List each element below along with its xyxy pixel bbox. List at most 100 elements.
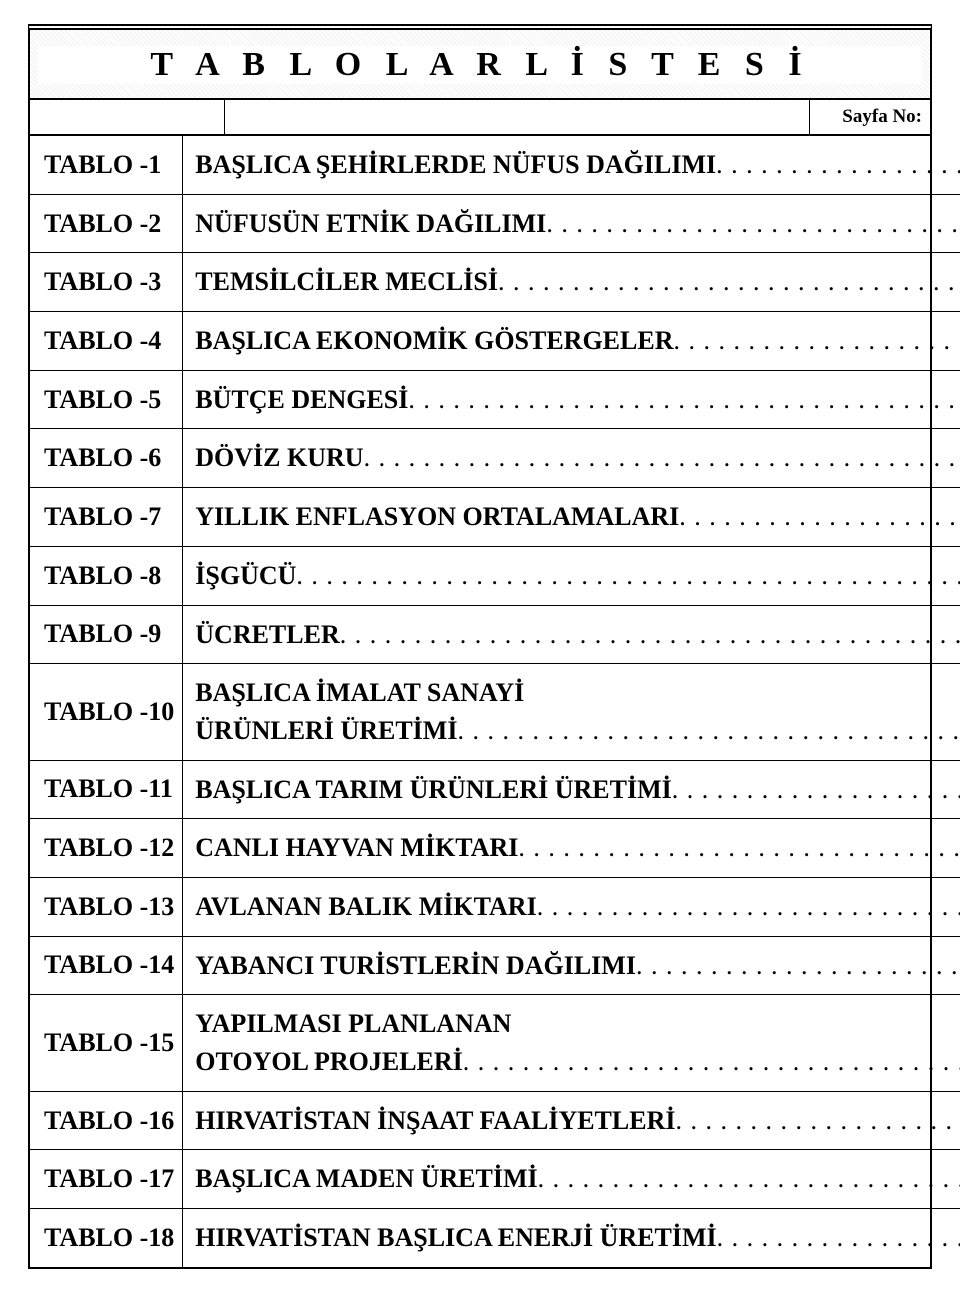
row-description: BAŞLICA İMALAT SANAYİÜRÜNLERİ ÜRETİMİ — [183, 664, 960, 760]
row-description-text: OTOYOL PROJELERİ — [195, 1043, 463, 1081]
row-id: TABLO -15 — [30, 995, 183, 1091]
leader-dots — [296, 557, 960, 595]
leader-dots — [546, 205, 960, 243]
row-id: TABLO -17 — [30, 1150, 183, 1209]
row-description-text: ÜRÜNLERİ ÜRETİMİ — [195, 712, 457, 750]
table-row: TABLO -14YABANCI TURİSTLERİN DAĞILIMI34 — [30, 936, 960, 995]
list-table: TABLO -1BAŞLICA ŞEHİRLERDE NÜFUS DAĞILIM… — [30, 136, 960, 1267]
leader-dots — [636, 947, 960, 985]
row-description: BÜTÇE DENGESİ — [183, 370, 960, 429]
row-description: BAŞLICA ŞEHİRLERDE NÜFUS DAĞILIMI — [183, 136, 960, 194]
table-row: TABLO -15YAPILMASI PLANLANANOTOYOL PROJE… — [30, 995, 960, 1091]
leader-dots — [457, 712, 960, 750]
title-row: T A B L O L A R L İ S T E S İ — [30, 30, 930, 100]
table-row: TABLO -9ÜCRETLER21 — [30, 605, 960, 664]
row-id: TABLO -8 — [30, 546, 183, 605]
table-row: TABLO -16 HIRVATİSTAN İNŞAAT FAALİYETLERİ… — [30, 1091, 960, 1150]
header-row: Sayfa No: — [30, 100, 930, 136]
row-description-text: BAŞLICA İMALAT SANAYİ — [195, 674, 524, 712]
row-description: CANLI HAYVAN MİKTARI — [183, 819, 960, 878]
row-description-text: YAPILMASI PLANLANAN — [195, 1005, 511, 1043]
header-id-cell — [30, 100, 225, 134]
row-description: BAŞLICA EKONOMİK GÖSTERGELER — [183, 312, 960, 371]
row-description-text: HIRVATİSTAN BAŞLICA ENERJİ ÜRETİMİ — [195, 1219, 716, 1257]
row-id: TABLO -5 — [30, 370, 183, 429]
row-description-text: NÜFUSÜN ETNİK DAĞILIMI — [195, 205, 546, 243]
table-row: TABLO -6DÖVİZ KURU18 — [30, 429, 960, 488]
leader-dots — [675, 1102, 960, 1140]
row-description-text: BAŞLICA TARIM ÜRÜNLERİ ÜRETİMİ — [195, 771, 672, 809]
row-id: TABLO -16 — [30, 1091, 183, 1150]
row-id: TABLO -7 — [30, 488, 183, 547]
row-description: AVLANAN BALIK MİKTARI — [183, 877, 960, 936]
row-id: TABLO -9 — [30, 605, 183, 664]
row-description-text: TEMSİLCİLER MECLİSİ — [195, 263, 498, 301]
leader-dots — [537, 888, 960, 926]
table-row: TABLO -13AVLANAN BALIK MİKTARI32 — [30, 877, 960, 936]
leader-dots — [674, 322, 960, 360]
row-description-text: YABANCI TURİSTLERİN DAĞILIMI — [195, 947, 636, 985]
row-description-text: DÖVİZ KURU — [195, 439, 363, 477]
row-description: HIRVATİSTAN BAŞLICA ENERJİ ÜRETİMİ — [183, 1209, 960, 1267]
row-id: TABLO -11 — [30, 760, 183, 819]
leader-dots — [498, 263, 960, 301]
table-row: TABLO -17BAŞLICA MADEN ÜRETİMİ39 — [30, 1150, 960, 1209]
leader-dots — [717, 1219, 960, 1257]
table-row: TABLO -4BAŞLICA EKONOMİK GÖSTERGELER14 — [30, 312, 960, 371]
row-description-text: BÜTÇE DENGESİ — [195, 381, 408, 419]
row-description: TEMSİLCİLER MECLİSİ — [183, 253, 960, 312]
row-id: TABLO -4 — [30, 312, 183, 371]
row-description-text: HIRVATİSTAN İNŞAAT FAALİYETLERİ — [195, 1102, 675, 1140]
header-page-cell: Sayfa No: — [810, 100, 930, 134]
leader-dots — [364, 439, 960, 477]
row-description: ÜCRETLER — [183, 605, 960, 664]
table-row: TABLO -12CANLI HAYVAN MİKTARI30 — [30, 819, 960, 878]
row-description: YAPILMASI PLANLANANOTOYOL PROJELERİ — [183, 995, 960, 1091]
row-description-text: AVLANAN BALIK MİKTARI — [195, 888, 536, 926]
row-description: DÖVİZ KURU — [183, 429, 960, 488]
row-id: TABLO -3 — [30, 253, 183, 312]
row-id: TABLO -14 — [30, 936, 183, 995]
table-row: TABLO -10BAŞLICA İMALAT SANAYİÜRÜNLERİ Ü… — [30, 664, 960, 760]
row-id: TABLO -12 — [30, 819, 183, 878]
leader-dots — [340, 616, 960, 654]
row-description-text: İŞGÜCÜ — [195, 557, 296, 595]
row-description-text: BAŞLICA ŞEHİRLERDE NÜFUS DAĞILIMI — [195, 146, 716, 184]
table-row: TABLO -8İŞGÜCÜ20 — [30, 546, 960, 605]
table-row: TABLO -2NÜFUSÜN ETNİK DAĞILIMI6 — [30, 194, 960, 253]
row-description-text: CANLI HAYVAN MİKTARI — [195, 829, 518, 867]
row-id: TABLO -13 — [30, 877, 183, 936]
row-description: BAŞLICA TARIM ÜRÜNLERİ ÜRETİMİ — [183, 760, 960, 819]
row-description: BAŞLICA MADEN ÜRETİMİ — [183, 1150, 960, 1209]
leader-dots — [679, 498, 960, 536]
leader-dots — [672, 771, 960, 809]
table-row: TABLO -3TEMSİLCİLER MECLİSİ12 — [30, 253, 960, 312]
leader-dots — [538, 1160, 960, 1198]
table-frame: T A B L O L A R L İ S T E S İ Sayfa No: … — [28, 24, 932, 1269]
row-id: TABLO -2 — [30, 194, 183, 253]
table-row: TABLO -11BAŞLICA TARIM ÜRÜNLERİ ÜRETİMİ2… — [30, 760, 960, 819]
row-description: YABANCI TURİSTLERİN DAĞILIMI — [183, 936, 960, 995]
row-description-text: BAŞLICA EKONOMİK GÖSTERGELER — [195, 322, 673, 360]
leader-dots — [716, 146, 960, 184]
header-desc-cell — [225, 100, 810, 134]
page: T A B L O L A R L İ S T E S İ Sayfa No: … — [0, 0, 960, 1309]
row-id: TABLO -10 — [30, 664, 183, 760]
leader-dots — [518, 829, 960, 867]
leader-dots — [408, 381, 960, 419]
table-row: TABLO -5BÜTÇE DENGESİ17 — [30, 370, 960, 429]
row-id: TABLO -6 — [30, 429, 183, 488]
row-id: TABLO -18 — [30, 1209, 183, 1267]
leader-dots — [463, 1043, 960, 1081]
row-description-text: ÜCRETLER — [195, 616, 339, 654]
row-description: YILLIK ENFLASYON ORTALAMALARI — [183, 488, 960, 547]
table-row: TABLO -18 HIRVATİSTAN BAŞLICA ENERJİ ÜRET… — [30, 1209, 960, 1267]
row-description: NÜFUSÜN ETNİK DAĞILIMI — [183, 194, 960, 253]
row-description-text: YILLIK ENFLASYON ORTALAMALARI — [195, 498, 679, 536]
row-description: HIRVATİSTAN İNŞAAT FAALİYETLERİ — [183, 1091, 960, 1150]
row-description: İŞGÜCÜ — [183, 546, 960, 605]
table-row: TABLO -7YILLIK ENFLASYON ORTALAMALARI19 — [30, 488, 960, 547]
row-description-text: BAŞLICA MADEN ÜRETİMİ — [195, 1160, 537, 1198]
page-title: T A B L O L A R L İ S T E S İ — [150, 46, 809, 83]
table-row: TABLO -1BAŞLICA ŞEHİRLERDE NÜFUS DAĞILIM… — [30, 136, 960, 194]
